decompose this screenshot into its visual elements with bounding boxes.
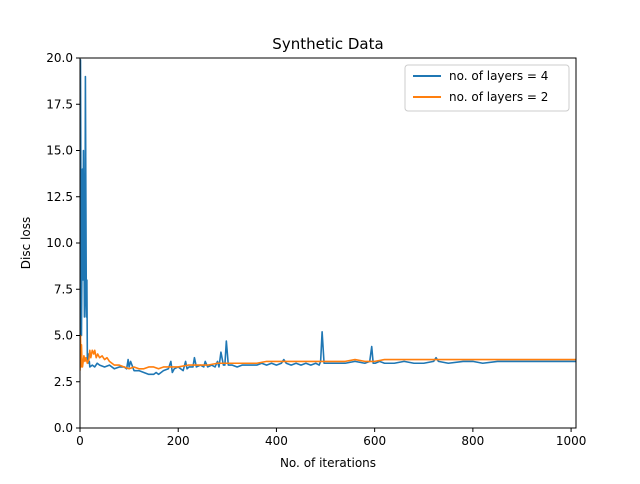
y-tick-label: 15.0 [46, 144, 73, 158]
legend-entry-label: no. of layers = 4 [449, 69, 548, 83]
y-tick-label: 2.5 [54, 375, 73, 389]
x-tick-label: 600 [363, 434, 386, 448]
y-tick-label: 17.5 [46, 97, 73, 111]
x-tick-label: 400 [265, 434, 288, 448]
x-axis-label: No. of iterations [280, 456, 376, 470]
chart-title: Synthetic Data [272, 35, 383, 53]
legend-box [404, 64, 570, 112]
y-tick-label: 20.0 [46, 51, 73, 65]
x-tick-label: 1000 [556, 434, 587, 448]
y-axis-label: Disc loss [19, 217, 33, 269]
plot-frame [79, 57, 577, 429]
y-tick-label: 7.5 [54, 282, 73, 296]
y-tick-label: 12.5 [46, 190, 73, 204]
y-tick-label: 5.0 [54, 329, 73, 343]
series-layer [80, 59, 576, 376]
x-tick-label: 200 [167, 434, 190, 448]
series-line-2 [80, 334, 576, 371]
x-axis-ticks: 0 200 400 600 800 1000 [76, 428, 586, 448]
x-tick-label: 0 [76, 434, 84, 448]
x-tick-label: 800 [461, 434, 484, 448]
y-tick-label: 0.0 [54, 421, 73, 435]
y-tick-label: 10.0 [46, 236, 73, 250]
legend: no. of layers = 4 no. of layers = 2 [404, 64, 570, 112]
legend-entry-label: no. of layers = 2 [449, 90, 548, 104]
y-axis-ticks: 0.0 2.5 5.0 7.5 10.0 12.5 15.0 17.5 20.0 [46, 51, 80, 435]
